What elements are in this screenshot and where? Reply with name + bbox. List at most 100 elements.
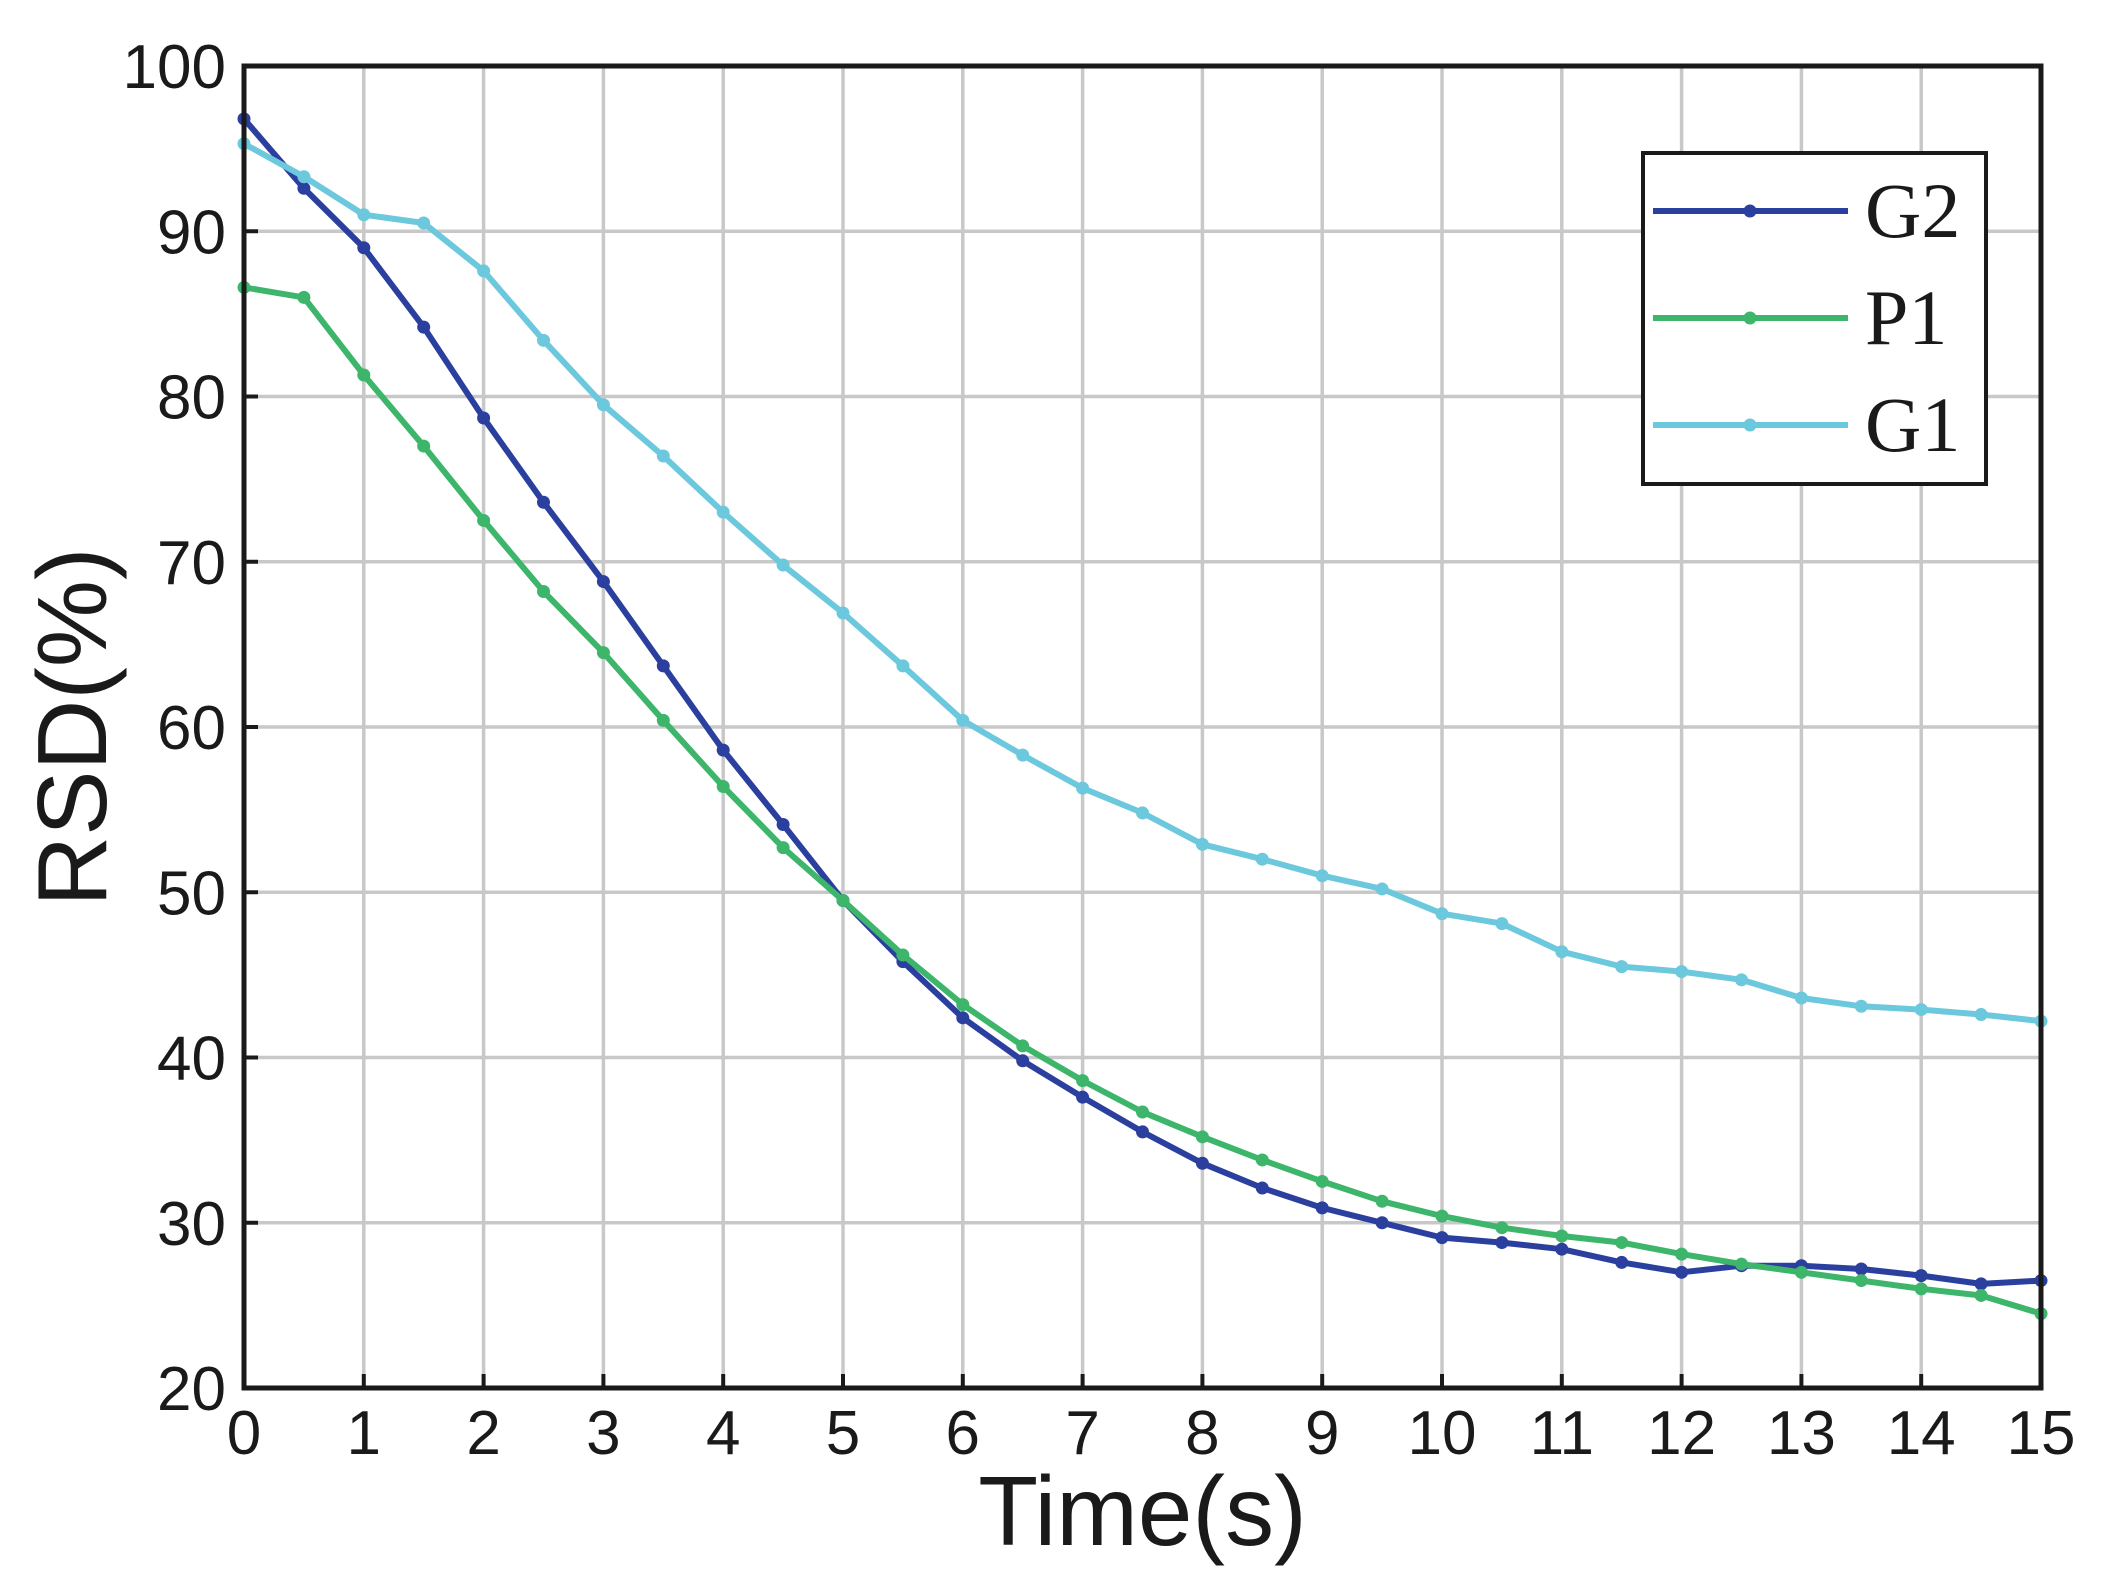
data-point-g1 [1914, 1003, 1928, 1017]
x-tick-label: 12 [1647, 1399, 1716, 1468]
data-point-p1 [956, 998, 970, 1012]
y-tick-label: 60 [157, 694, 226, 763]
y-tick-label: 80 [157, 364, 226, 433]
data-point-g1 [1375, 882, 1389, 896]
legend: G2 P1 G1 [1641, 151, 1988, 486]
legend-item-p1: P1 [1653, 274, 1947, 361]
data-point-g2 [1255, 1181, 1269, 1195]
y-tick-label: 30 [157, 1190, 226, 1259]
data-point-p1 [896, 948, 910, 962]
x-tick-label: 10 [1408, 1399, 1477, 1468]
data-point-g2 [1914, 1269, 1928, 1283]
x-tick-label: 6 [946, 1399, 980, 1468]
legend-label: G1 [1865, 381, 1960, 468]
legend-swatch-marker [1743, 311, 1757, 325]
data-point-p1 [1495, 1221, 1509, 1235]
data-point-g2 [1076, 1090, 1090, 1104]
y-tick-label: 40 [157, 1025, 226, 1094]
data-point-g2 [1974, 1277, 1988, 1291]
x-tick-label: 14 [1887, 1399, 1956, 1468]
data-point-p1 [1794, 1265, 1808, 1279]
legend-swatch-marker [1743, 204, 1757, 218]
data-point-g2 [1136, 1125, 1149, 1139]
data-point-p1 [1854, 1274, 1868, 1288]
data-point-g1 [297, 170, 311, 184]
data-point-g2 [1375, 1216, 1389, 1230]
data-point-g1 [1735, 973, 1748, 987]
data-point-g1 [716, 505, 730, 519]
data-point-g2 [1854, 1262, 1868, 1276]
data-point-p1 [1315, 1174, 1329, 1188]
data-point-g1 [1195, 837, 1209, 851]
data-point-g1 [477, 264, 491, 278]
data-point-p1 [1375, 1194, 1389, 1208]
data-point-g1 [1435, 907, 1449, 921]
data-point-g2 [1195, 1156, 1209, 1170]
data-point-g1 [537, 333, 550, 347]
data-point-g1 [896, 659, 910, 673]
data-point-p1 [776, 841, 790, 855]
data-point-p1 [596, 646, 610, 660]
data-point-p1 [1435, 1209, 1449, 1223]
x-tick-label: 15 [2007, 1399, 2076, 1468]
data-point-g2 [596, 575, 610, 589]
data-point-g2 [297, 181, 311, 195]
x-tick-label: 9 [1305, 1399, 1339, 1468]
y-axis-ticks: 20 30 40 50 60 70 80 90 100 [123, 33, 258, 1424]
data-point-g1 [1615, 960, 1629, 974]
data-point-p1 [1974, 1288, 1988, 1302]
data-point-g1 [1255, 852, 1269, 866]
data-point-g1 [656, 449, 670, 463]
data-point-g1 [836, 606, 850, 620]
legend-item-g2: G2 [1653, 167, 1960, 254]
data-point-p1 [1076, 1074, 1090, 1088]
data-point-p1 [836, 894, 850, 908]
data-point-p1 [1914, 1282, 1928, 1296]
data-point-g1 [1495, 917, 1509, 931]
data-point-g1 [357, 208, 371, 222]
data-point-g2 [656, 659, 670, 673]
data-point-p1 [477, 513, 491, 527]
data-point-g2 [537, 495, 550, 509]
data-point-p1 [1016, 1039, 1030, 1053]
x-tick-label: 7 [1065, 1399, 1099, 1468]
data-point-g2 [1435, 1231, 1449, 1245]
x-tick-label: 11 [1530, 1399, 1594, 1468]
legend-item-g1: G1 [1653, 381, 1960, 468]
data-point-g2 [357, 241, 371, 255]
data-point-p1 [357, 368, 371, 382]
data-point-p1 [1136, 1105, 1149, 1119]
data-point-g1 [1136, 806, 1149, 820]
x-tick-label: 1 [347, 1399, 381, 1468]
data-point-g2 [417, 320, 431, 334]
data-point-p1 [1675, 1247, 1689, 1261]
data-point-p1 [1195, 1130, 1209, 1144]
data-point-g1 [1076, 781, 1090, 795]
data-point-g1 [956, 713, 970, 727]
data-point-g2 [1615, 1255, 1629, 1269]
data-point-g1 [1016, 748, 1030, 762]
data-point-p1 [716, 779, 730, 793]
x-tick-label: 4 [706, 1399, 740, 1468]
data-point-g1 [1854, 999, 1868, 1013]
x-tick-label: 0 [227, 1399, 261, 1468]
data-point-p1 [1555, 1229, 1569, 1243]
x-axis-ticks: 0 1 2 3 4 5 6 7 8 9 10 11 12 13 14 15 [227, 1374, 2076, 1468]
data-point-p1 [297, 290, 311, 304]
data-point-p1 [417, 439, 431, 453]
y-tick-label: 50 [157, 859, 226, 928]
data-point-g2 [1555, 1242, 1569, 1256]
data-point-g2 [1016, 1054, 1030, 1068]
data-point-g1 [417, 216, 431, 230]
data-point-g2 [1675, 1265, 1689, 1279]
data-point-p1 [656, 713, 670, 727]
data-point-g1 [1675, 965, 1689, 979]
data-point-p1 [1735, 1257, 1748, 1271]
y-tick-label: 100 [123, 33, 226, 102]
y-tick-label: 70 [157, 529, 226, 598]
series-layer [237, 112, 2048, 1321]
x-tick-label: 3 [586, 1399, 620, 1468]
data-point-g2 [956, 1011, 970, 1025]
